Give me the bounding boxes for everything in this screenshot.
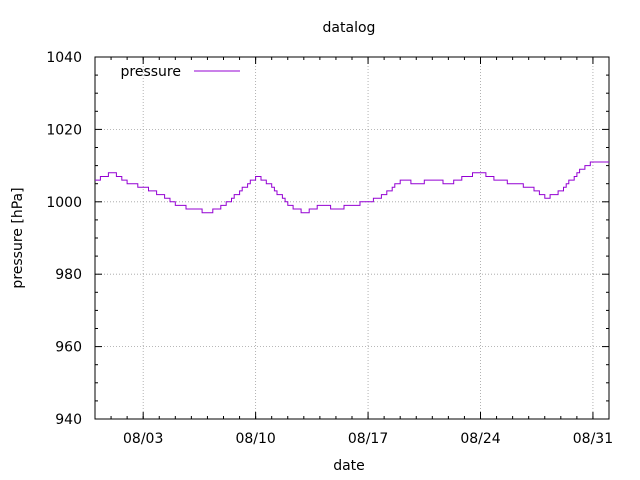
y-tick-label: 940 — [55, 412, 82, 428]
legend: pressure — [121, 64, 240, 80]
x-tick-label: 08/24 — [460, 431, 500, 447]
chart-title: datalog — [323, 20, 376, 36]
axis-ticks: 940 960 980 1000 1020 1040 08/03 08/10 08/17 08/2… — [46, 50, 613, 447]
y-tick-label: 1040 — [46, 50, 82, 66]
x-axis-label: date — [333, 458, 365, 474]
x-tick-label: 08/31 — [573, 431, 613, 447]
legend-label: pressure — [121, 64, 181, 80]
series-group — [95, 161, 609, 214]
x-tick-label: 08/10 — [235, 431, 275, 447]
x-tick-label: 08/17 — [348, 431, 388, 447]
y-tick-label: 960 — [55, 340, 82, 356]
x-tick-label: 08/03 — [123, 431, 163, 447]
y-tick-label: 1020 — [46, 122, 82, 138]
pressure-series-line — [95, 161, 609, 214]
y-axis-label: pressure [hPa] — [10, 187, 26, 288]
y-tick-label: 980 — [55, 267, 82, 283]
grid-lines — [95, 57, 609, 419]
y-tick-label: 1000 — [46, 195, 82, 211]
